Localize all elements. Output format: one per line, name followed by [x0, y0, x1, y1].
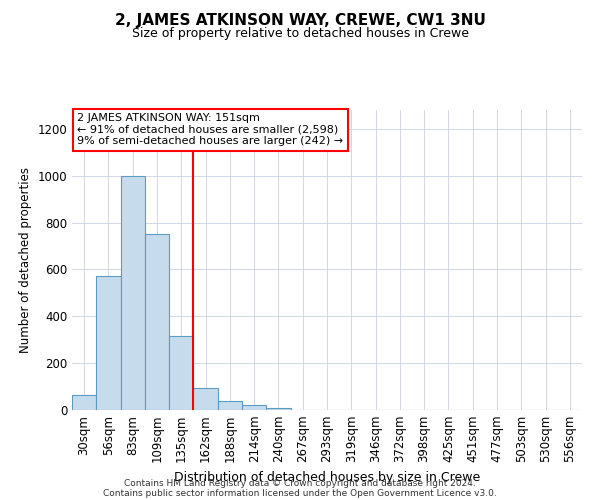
Bar — [193, 388, 218, 410]
Y-axis label: Number of detached properties: Number of detached properties — [19, 167, 32, 353]
Bar — [169, 336, 193, 410]
Bar — [266, 408, 290, 410]
Bar — [72, 395, 96, 410]
Bar — [218, 400, 242, 410]
Text: Size of property relative to detached houses in Crewe: Size of property relative to detached ho… — [131, 28, 469, 40]
Text: Contains public sector information licensed under the Open Government Licence v3: Contains public sector information licen… — [103, 488, 497, 498]
X-axis label: Distribution of detached houses by size in Crewe: Distribution of detached houses by size … — [174, 471, 480, 484]
Text: 2, JAMES ATKINSON WAY, CREWE, CW1 3NU: 2, JAMES ATKINSON WAY, CREWE, CW1 3NU — [115, 12, 485, 28]
Text: Contains HM Land Registry data © Crown copyright and database right 2024.: Contains HM Land Registry data © Crown c… — [124, 478, 476, 488]
Text: 2 JAMES ATKINSON WAY: 151sqm
← 91% of detached houses are smaller (2,598)
9% of : 2 JAMES ATKINSON WAY: 151sqm ← 91% of de… — [77, 113, 343, 146]
Bar — [242, 406, 266, 410]
Bar — [121, 176, 145, 410]
Bar — [96, 276, 121, 410]
Bar — [145, 234, 169, 410]
